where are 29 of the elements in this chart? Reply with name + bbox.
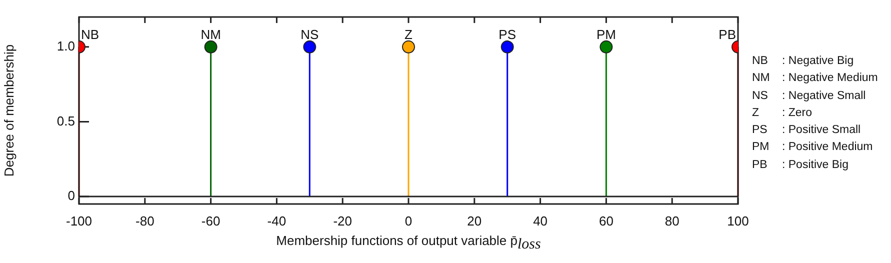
y-axis-title: Degree of membership — [1, 44, 16, 177]
x-tick-label: 20 — [467, 213, 482, 228]
x-tick-label: 80 — [664, 213, 680, 228]
series-label: PS — [498, 27, 516, 42]
x-tick-label: -100 — [66, 213, 92, 228]
legend-label: NM — [200, 27, 221, 42]
x-tick-label: 0 — [404, 213, 412, 228]
x-tick-label: 60 — [598, 213, 614, 228]
legend-label: PB — [718, 27, 736, 42]
x-tick-label: 100 — [727, 213, 749, 228]
series-label: NS — [300, 27, 320, 42]
text: NB : Negative Big — [752, 55, 854, 67]
legend-label: NB — [81, 27, 100, 42]
text: PM : Positive Medium — [752, 140, 873, 156]
legend-label: Z — [404, 27, 413, 42]
x-tick-label: -20 — [333, 213, 352, 228]
text: PS : Positive Small — [752, 124, 861, 136]
text: PB : Positive Big — [752, 158, 848, 171]
y-tick-label: 0 — [68, 188, 75, 204]
x-tick-label: 40 — [533, 213, 548, 228]
x-tick-label: -80 — [136, 213, 154, 228]
text: NS : Negative Small — [752, 90, 866, 102]
y-tick-label: 1.0 — [56, 38, 75, 54]
legend-label: PM — [596, 27, 616, 42]
text: NM : Negative Medium — [752, 71, 878, 86]
x-tick-label: -60 — [201, 213, 220, 228]
x-tick-label: -40 — [267, 213, 286, 228]
y-tick-label: 0.5 — [56, 113, 75, 128]
text: Z : Zero — [752, 106, 812, 119]
